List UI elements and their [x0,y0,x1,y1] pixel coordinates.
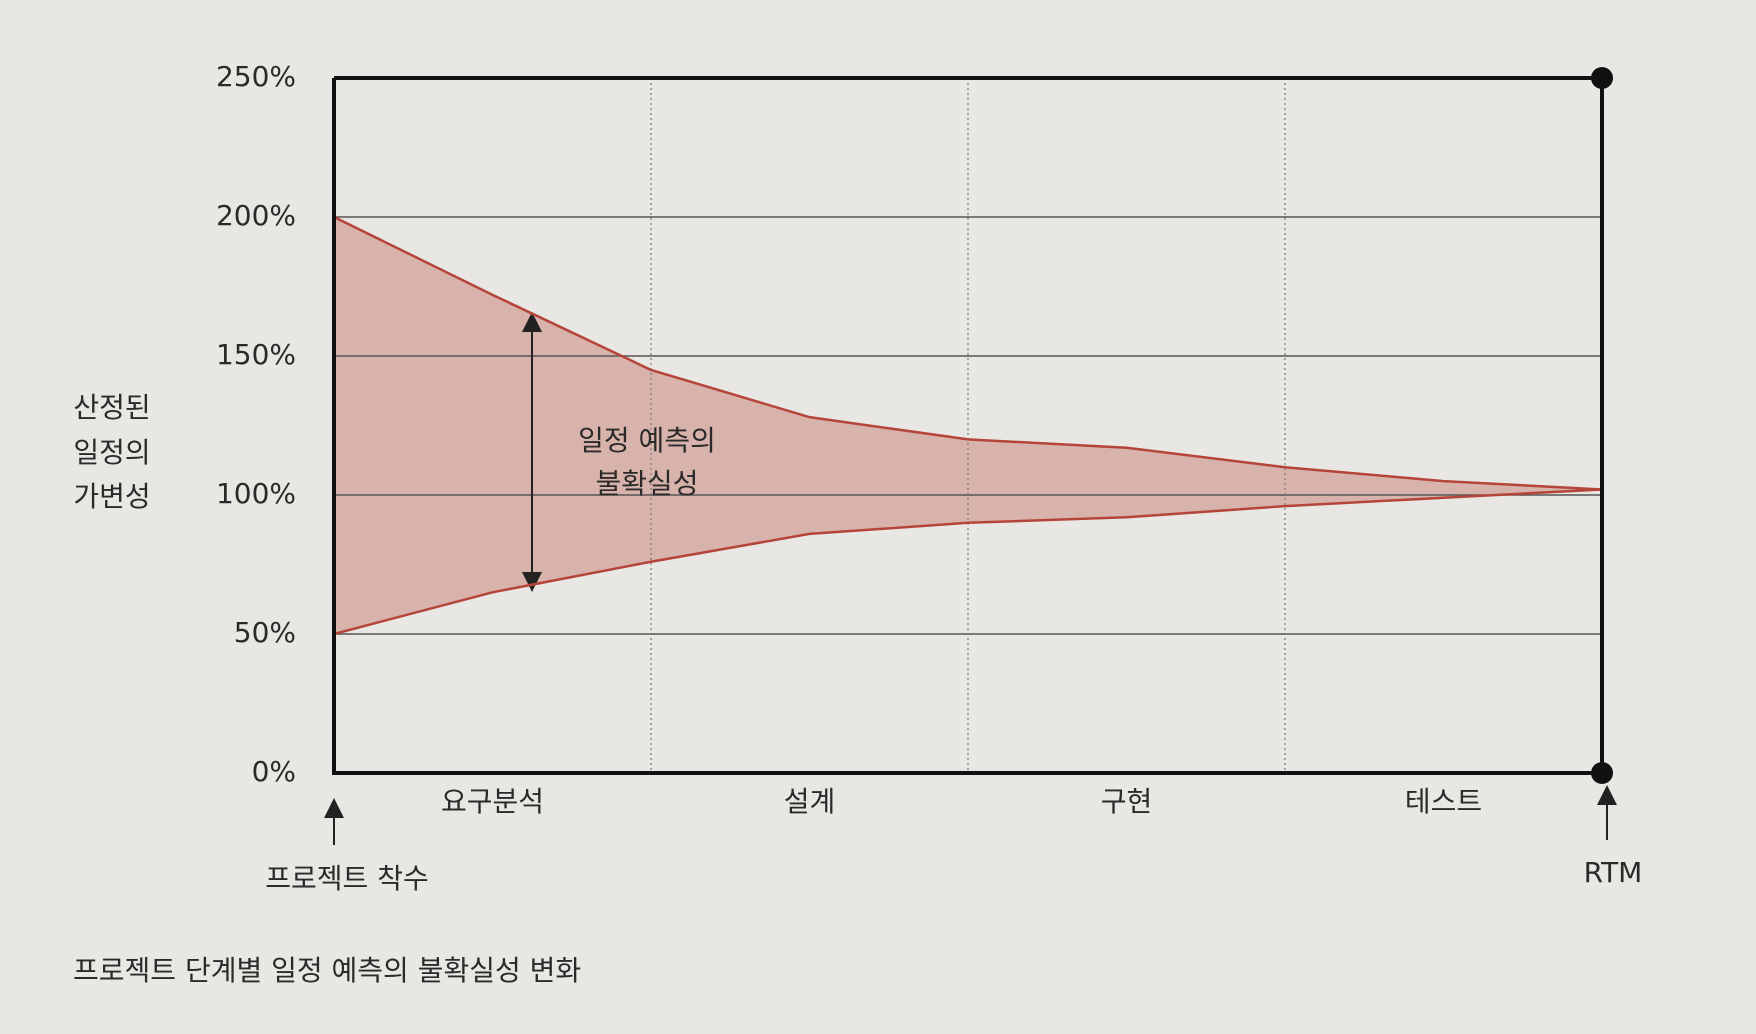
caption: 프로젝트 단계별 일정 예측의 불확실성 변화 [73,954,581,987]
bound-line [333,215,1603,491]
y-tick-label: 250% [216,60,296,93]
bound-line [333,488,1603,636]
start-label: 프로젝트 착수 [265,862,428,895]
y-axis-label: 산정된 [73,391,150,424]
phase-label: 요구분석 [441,785,544,818]
y-tick-label: 100% [216,477,296,510]
y-tick-label: 0% [252,755,296,788]
annotation: 불확실성 [595,467,698,500]
y-axis-label: 일정의 [73,436,150,469]
phase-label: 설계 [784,785,836,818]
plot-frame [332,76,1602,775]
phase-label: 구현 [1101,785,1153,818]
rtm-dot [1591,762,1613,784]
y-tick-label: 50% [234,616,296,649]
y-axis-label: 가변성 [73,480,150,513]
annotation: 일정 예측의 [578,424,716,457]
y-tick-label: 150% [216,338,296,371]
rtm-label: RTM [1584,856,1643,889]
phase-label: 테스트 [1405,785,1482,818]
rtm-dot [1591,67,1613,89]
y-tick-label: 200% [216,199,296,232]
